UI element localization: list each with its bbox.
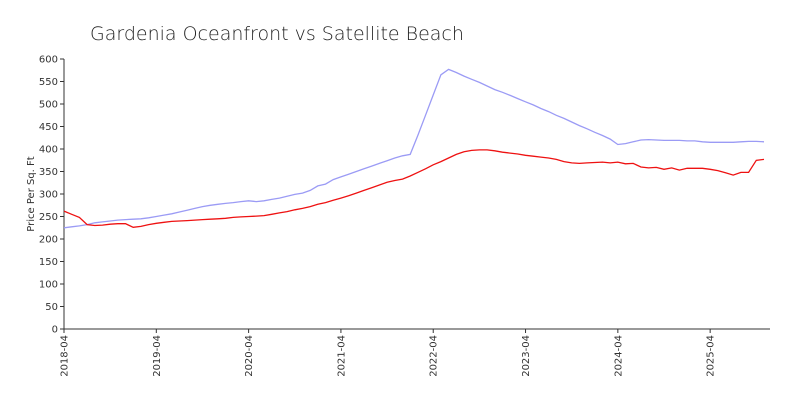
y-tick-label: 550 <box>39 77 58 88</box>
y-tick-label: 200 <box>39 235 58 246</box>
x-tick-label: 2024-04 <box>613 335 624 377</box>
y-tick-label: 600 <box>39 55 58 66</box>
y-tick-label: 100 <box>39 280 58 291</box>
y-tick-label: 50 <box>45 302 58 313</box>
y-tick-label: 0 <box>52 325 58 336</box>
x-tick-label: 2021-04 <box>336 335 347 377</box>
x-tick-label: 2025-04 <box>706 335 717 377</box>
chart-title: Gardenia Oceanfront vs Satellite Beach <box>90 23 464 45</box>
y-axis-label: Price Per Sq. Ft <box>26 156 37 231</box>
line-series <box>63 149 765 228</box>
y-tick-label: 400 <box>39 145 58 156</box>
x-tick-label: 2023-04 <box>521 335 532 377</box>
y-tick-label: 500 <box>39 100 58 111</box>
x-tick-label: 2018-04 <box>60 335 71 377</box>
y-tick-label: 250 <box>39 212 58 223</box>
x-tick-label: 2022-04 <box>429 335 440 377</box>
y-tick-label: 450 <box>39 122 58 133</box>
x-tick-label: 2019-04 <box>152 335 163 377</box>
y-tick-label: 300 <box>39 190 58 201</box>
x-tick-label: 2020-04 <box>244 335 255 377</box>
y-tick-label: 350 <box>39 167 58 178</box>
y-tick-label: 150 <box>39 257 58 268</box>
line-series <box>63 68 765 229</box>
